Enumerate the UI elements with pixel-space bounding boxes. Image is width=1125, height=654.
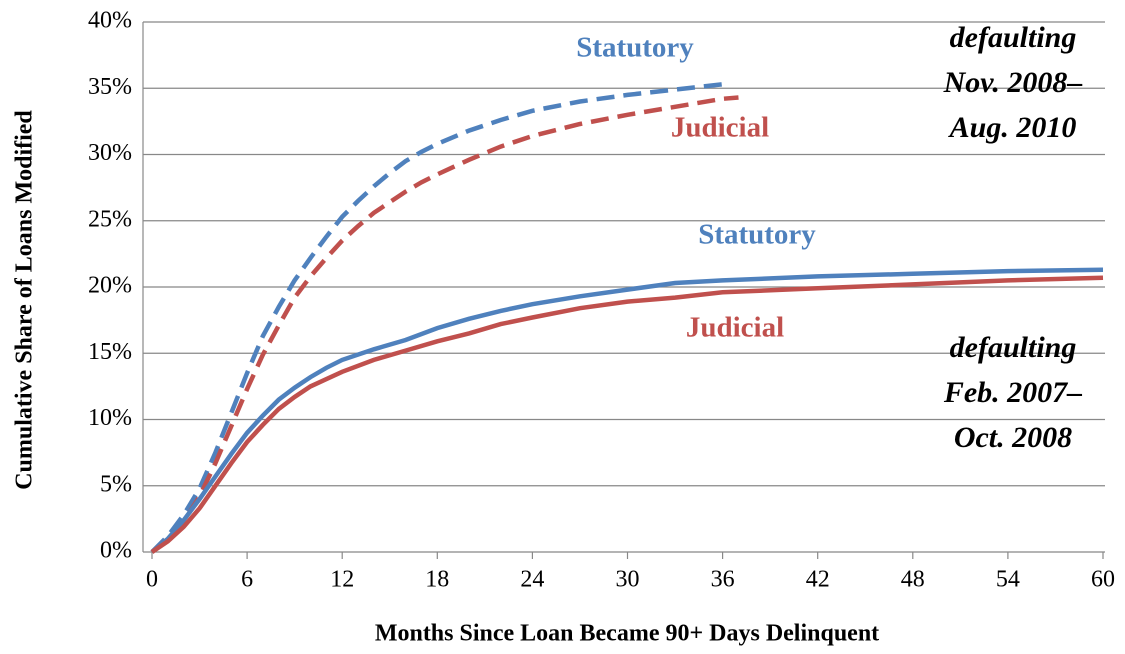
- y-tick-label: 10%: [88, 405, 132, 431]
- y-tick-label: 15%: [88, 339, 132, 365]
- x-tick-label: 12: [330, 567, 354, 593]
- x-tick-label: 30: [616, 567, 640, 593]
- annotation: defaulting: [950, 21, 1077, 54]
- line: [150, 82, 723, 554]
- x-tick-label: 36: [711, 567, 735, 593]
- y-tick-label: 0%: [100, 538, 132, 564]
- x-tick-label: 42: [806, 567, 830, 593]
- x-tick-label: 48: [901, 567, 925, 593]
- x-tick-label: 6: [241, 567, 253, 593]
- y-tick-label: 40%: [88, 8, 132, 34]
- series-label: Statutory: [576, 32, 694, 64]
- y-tick-label: 20%: [88, 273, 132, 299]
- annotation: defaulting: [950, 331, 1077, 364]
- series-label: Statutory: [698, 219, 816, 251]
- annotation: Nov. 2008–: [943, 66, 1083, 99]
- annotation: Aug. 2010: [948, 111, 1077, 144]
- series-label: Judicial: [671, 112, 769, 144]
- x-tick-label: 60: [1091, 567, 1115, 593]
- line: [150, 275, 1104, 554]
- y-tick-label: 35%: [88, 74, 132, 100]
- x-tick-label: 54: [996, 567, 1020, 593]
- y-tick-label: 5%: [100, 471, 132, 497]
- line: [150, 267, 1104, 554]
- y-tick-label: 30%: [88, 140, 132, 166]
- series-label: Judicial: [686, 312, 784, 344]
- y-tick-label: 25%: [88, 206, 132, 232]
- x-tick-label: 0: [146, 567, 158, 593]
- annotation: Feb. 2007–: [943, 376, 1082, 409]
- line: [150, 95, 739, 554]
- annotation: Oct. 2008: [954, 421, 1072, 454]
- x-tick-label: 24: [520, 567, 544, 593]
- y-axis-title: Cumulative Share of Loans Modified: [12, 110, 38, 490]
- x-tick-label: 18: [425, 567, 449, 593]
- x-axis-title: Months Since Loan Became 90+ Days Delinq…: [375, 621, 879, 647]
